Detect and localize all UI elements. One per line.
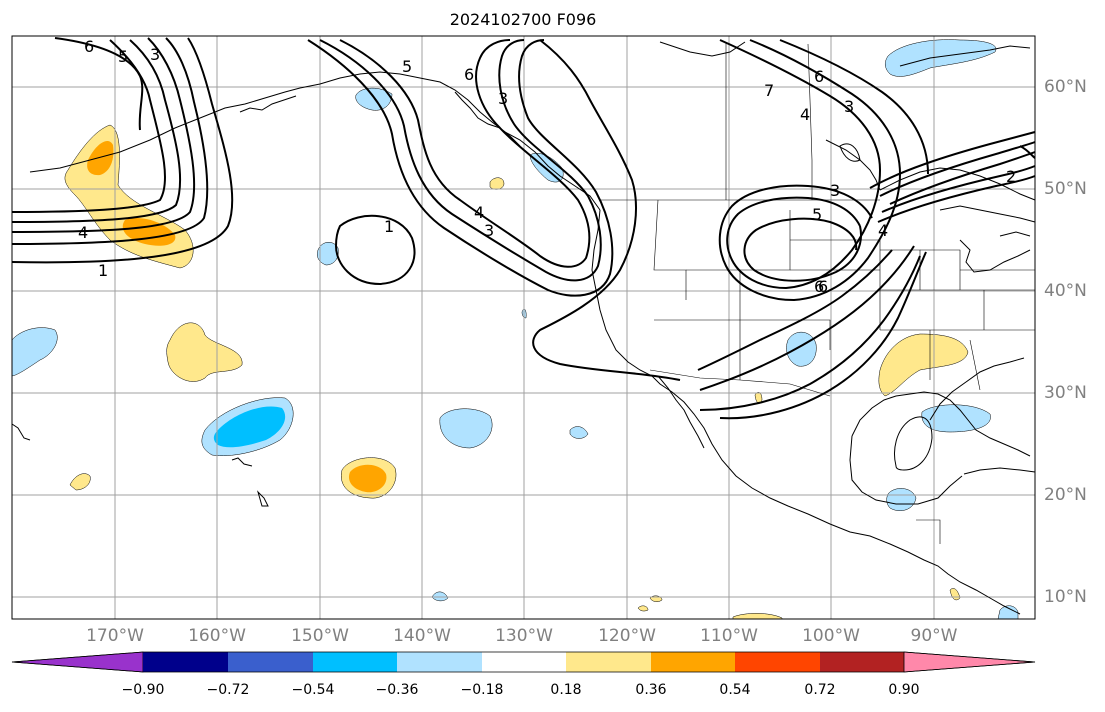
contour-label: 4 <box>474 203 484 222</box>
map-title: 2024102700 F096 <box>449 10 597 29</box>
contour-label: 6 <box>818 277 828 296</box>
negative-anomaly-patch <box>317 242 339 266</box>
contour-labels: 6 5 3 4 1 5 6 3 4 3 1 6 7 3 6 4 3 5 6 4 … <box>78 37 1016 296</box>
colorbar-segment <box>820 652 904 672</box>
lon-label: 160°W <box>188 626 246 646</box>
negative-anomaly-patch <box>569 426 589 439</box>
lon-label: 100°W <box>802 626 860 646</box>
contour-label: 6 <box>464 65 474 84</box>
positive-anomaly-core <box>87 140 114 176</box>
gridlines <box>12 36 1035 619</box>
colorbar-outline <box>11 651 1036 673</box>
colorbar-extend-high <box>903 651 1036 673</box>
positive-anomaly-patch <box>166 322 243 382</box>
colorbar-tick: −0.36 <box>375 682 419 698</box>
negative-anomaly-core <box>213 406 286 448</box>
contour-label: 7 <box>764 81 774 100</box>
lon-label: 90°W <box>910 626 958 646</box>
colorbar-tick: 0.36 <box>635 682 667 698</box>
contour-label: 5 <box>402 57 412 76</box>
contour-label: 3 <box>830 181 840 200</box>
positive-anomaly-patch <box>69 473 91 491</box>
lat-label: 40°N <box>1044 281 1087 301</box>
contour-label: 4 <box>78 223 88 242</box>
lon-label: 170°W <box>86 626 144 646</box>
negative-anomaly-patch <box>355 87 393 111</box>
colorbar-tick: −0.72 <box>206 682 250 698</box>
contour-label: 1 <box>98 261 108 280</box>
colorbar-extend-low <box>11 651 144 673</box>
contour-label: 1 <box>384 217 394 236</box>
negative-anomaly-patch <box>921 404 991 433</box>
lat-label: 50°N <box>1044 179 1087 199</box>
colorbar-segment <box>482 652 566 672</box>
contour-label: 5 <box>812 205 822 224</box>
positive-anomaly-patch <box>754 392 763 404</box>
contour-label: 6 <box>84 37 94 56</box>
colorbar-tick: −0.54 <box>291 682 335 698</box>
negative-anomaly-patch <box>885 39 997 77</box>
lat-label: 10°N <box>1044 587 1087 607</box>
negative-anomaly-patch <box>886 488 917 511</box>
colorbar-tick: 0.54 <box>719 682 751 698</box>
positive-anomaly-patch <box>637 605 649 612</box>
lon-label: 150°W <box>291 626 349 646</box>
contour-label: 6 <box>814 277 824 296</box>
negative-anomaly-patch <box>997 605 1019 620</box>
colorbar-segment <box>143 652 228 672</box>
negative-anomaly-patch <box>439 408 493 449</box>
colorbar-tick: 0.90 <box>888 682 920 698</box>
negative-anomaly-patch <box>431 591 449 602</box>
colorbar-tick: −0.18 <box>460 682 504 698</box>
colorbar <box>11 651 1036 673</box>
contour-label: 3 <box>484 221 494 240</box>
negative-anomaly-patch <box>11 327 58 377</box>
lon-label: 130°W <box>495 626 553 646</box>
positive-anomaly-core <box>348 464 387 493</box>
negative-anomaly-patch <box>786 332 817 367</box>
lat-label: 60°N <box>1044 77 1087 97</box>
contour-label: 4 <box>878 221 888 240</box>
contour-label: 2 <box>1006 167 1016 186</box>
positive-anomaly-patch <box>878 333 969 397</box>
lat-label: 30°N <box>1044 383 1087 403</box>
positive-anomaly-patch <box>489 177 505 190</box>
lon-label: 120°W <box>598 626 656 646</box>
colorbar-tick: −0.90 <box>121 682 165 698</box>
contour-lines <box>11 37 1036 420</box>
anomaly-patches <box>11 39 1019 620</box>
lat-label: 20°N <box>1044 485 1087 505</box>
lon-label: 140°W <box>393 626 451 646</box>
contour-label: 4 <box>800 105 810 124</box>
colorbar-segment <box>566 652 651 672</box>
colorbar-segment <box>651 652 735 672</box>
colorbar-segment <box>735 652 820 672</box>
coastlines <box>11 41 1036 615</box>
map-frame <box>11 35 1036 620</box>
contour-label: 3 <box>498 89 508 108</box>
colorbar-tick: 0.72 <box>804 682 836 698</box>
political-borders <box>600 42 1035 544</box>
colorbar-segment <box>397 652 482 672</box>
contour-label: 6 <box>814 67 824 86</box>
lon-label: 110°W <box>700 626 758 646</box>
contour-label: 3 <box>150 45 160 64</box>
contour-label: 3 <box>844 97 854 116</box>
colorbar-tick: 0.18 <box>550 682 582 698</box>
colorbar-segment <box>228 652 313 672</box>
colorbar-segment <box>313 652 397 672</box>
contour-label: 5 <box>118 47 128 66</box>
